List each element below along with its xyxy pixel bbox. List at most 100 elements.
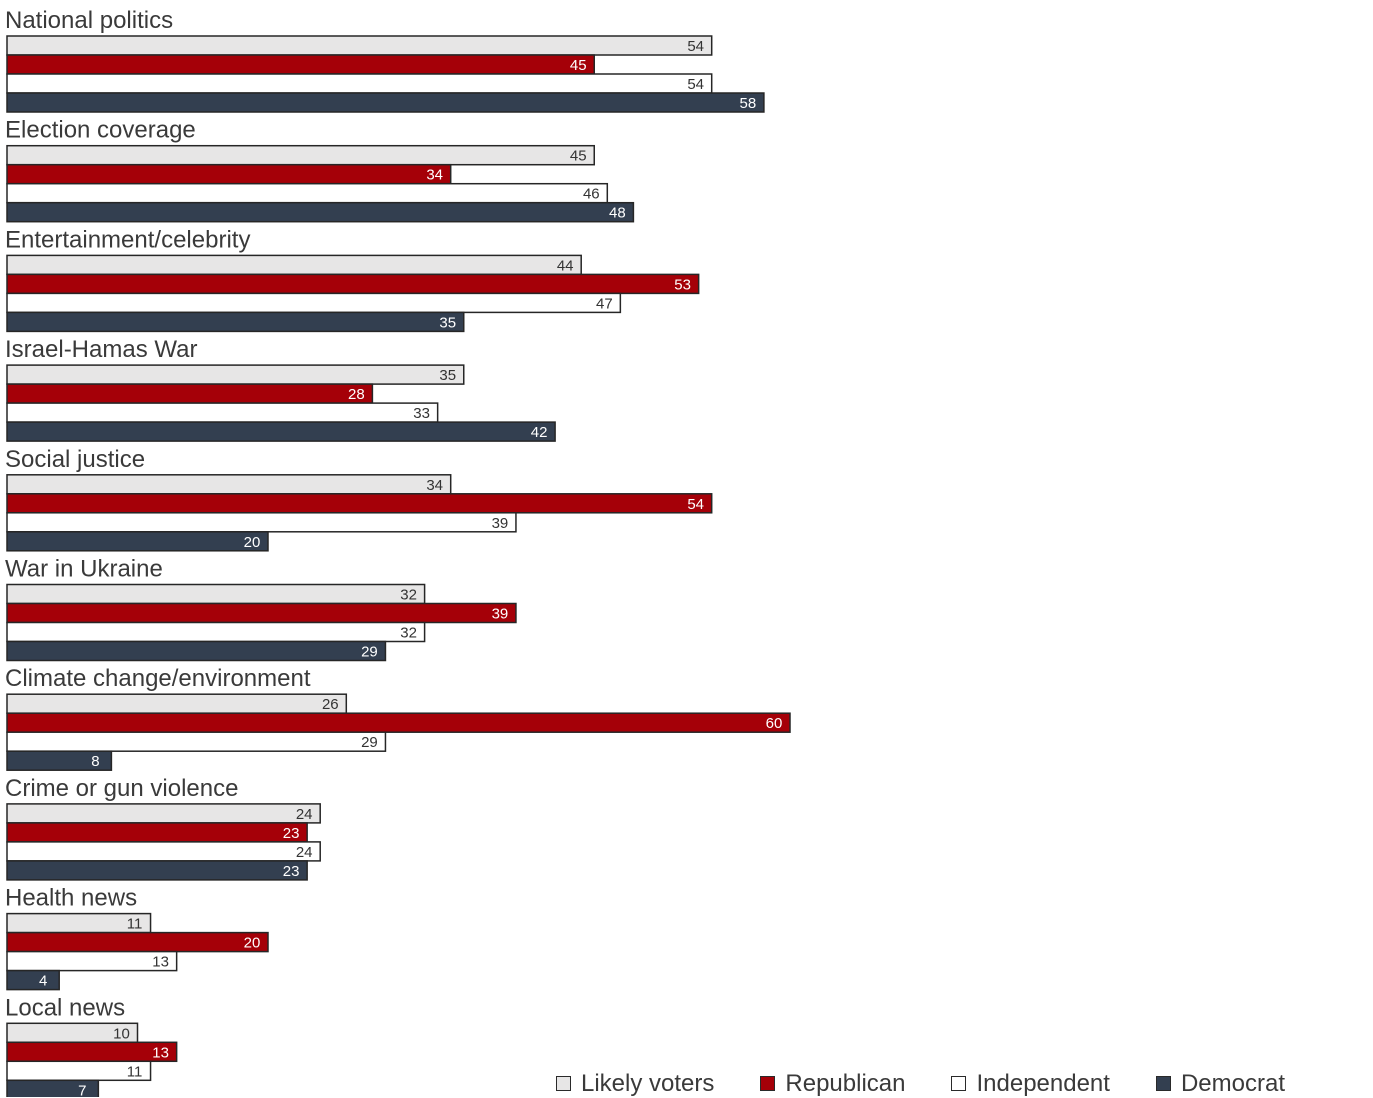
bar-value-label: 28	[348, 386, 365, 403]
bar-likely-voters	[6, 144, 595, 166]
bar-independent	[6, 292, 622, 314]
legend-item-democrat: Democrat	[1155, 1069, 1285, 1098]
bar-likely-voters	[6, 35, 713, 56]
bar-democrat	[6, 860, 308, 881]
bar-value-label: 60	[766, 715, 783, 732]
category-group-election-coverage: Election coverage 45 34 46 48	[5, 117, 635, 223]
bar-value-label: 45	[570, 148, 587, 165]
bar-likely-voters	[6, 474, 452, 495]
legend-item-likely-voters: Likely voters	[556, 1070, 714, 1098]
bar-value-label: 23	[283, 825, 300, 842]
bar-likely-voters	[6, 254, 582, 276]
bar-value-label: 20	[244, 534, 261, 551]
legend-swatch	[556, 1076, 571, 1091]
bar-democrat	[6, 92, 765, 113]
bar-value-label: 33	[413, 405, 430, 422]
bar-value-label: 54	[687, 496, 704, 513]
bar-value-label: 24	[296, 806, 313, 823]
bar-value-label: 32	[400, 587, 417, 604]
category-label: Health news	[5, 885, 137, 912]
bar-value-label: 7	[78, 1082, 86, 1097]
bar-independent	[6, 621, 426, 643]
bar-independent	[6, 950, 178, 972]
bar-value-label: 13	[152, 954, 169, 971]
bar-value-label: 35	[439, 314, 456, 331]
bar-likely-voters	[6, 803, 321, 824]
bar-democrat	[6, 1079, 100, 1097]
bar-value-label: 34	[426, 167, 443, 184]
bar-value-label: 45	[570, 57, 587, 74]
bar-value-label: 46	[583, 186, 600, 203]
bar-independent	[6, 512, 517, 533]
bar-democrat	[6, 750, 113, 771]
bar-value-label: 53	[674, 276, 691, 293]
legend-swatch	[1155, 1076, 1171, 1091]
bar-value-label: 39	[492, 515, 509, 532]
bar-republican	[6, 602, 517, 624]
bar-republican	[6, 493, 713, 514]
category-group-war-in-ukraine: War in Ukraine 32 39 32 29	[5, 556, 517, 662]
bar-value-label: 42	[531, 424, 548, 441]
bar-independent	[6, 731, 387, 752]
bar-value-label: 23	[283, 863, 300, 880]
legend-item-republican: Republican	[760, 1070, 905, 1098]
bar-republican	[6, 1041, 178, 1063]
bar-value-label: 26	[322, 696, 339, 713]
category-group-local-news: Local news 10 13 11 7	[5, 994, 178, 1097]
bar-value-label: 35	[439, 367, 456, 384]
legend-swatch	[760, 1076, 776, 1091]
bar-republican	[6, 383, 374, 404]
bar-republican	[6, 273, 700, 295]
bar-democrat	[6, 201, 635, 223]
category-label: Israel-Hamas War	[5, 336, 197, 363]
bar-value-label: 10	[113, 1025, 130, 1042]
bar-democrat	[6, 969, 60, 991]
bar-value-label: 47	[596, 295, 613, 312]
legend-label: Democrat	[1180, 1069, 1285, 1097]
category-label: Crime or gun violence	[5, 775, 238, 802]
bar-value-label: 39	[492, 606, 509, 623]
bar-value-label: 24	[296, 844, 313, 861]
category-label: Climate change/environment	[5, 665, 311, 692]
bar-value-label: 58	[740, 95, 757, 112]
bar-independent	[6, 182, 609, 204]
legend-swatch	[951, 1076, 967, 1091]
category-group-israel-hamas-war: Israel-Hamas War 35 28 33 42	[5, 336, 556, 442]
bar-republican	[6, 822, 308, 843]
bar-independent	[6, 402, 439, 423]
bar-likely-voters	[6, 583, 426, 605]
legend-label: Independent	[976, 1069, 1110, 1097]
category-label: War in Ukraine	[5, 556, 163, 583]
bar-value-label: 13	[152, 1044, 169, 1061]
bar-democrat	[6, 640, 387, 662]
legend: Likely voters Republican Independent Democr…	[556, 1070, 1285, 1097]
bar-independent	[6, 841, 321, 862]
bar-value-label: 8	[91, 753, 99, 770]
bar-value-label: 4	[39, 973, 47, 990]
category-group-health-news: Health news 11 20 13 4	[5, 885, 269, 991]
bar-value-label: 11	[127, 916, 143, 933]
bar-independent	[6, 73, 713, 94]
bar-value-label: 29	[361, 734, 378, 751]
bar-likely-voters	[6, 364, 465, 385]
legend-label: Likely voters	[581, 1069, 715, 1097]
bar-value-label: 20	[244, 935, 261, 952]
bar-republican	[6, 54, 595, 75]
category-group-social-justice: Social justice 34 54 39 20	[5, 446, 713, 552]
category-label: National politics	[5, 7, 173, 34]
bar-value-label: 32	[400, 625, 417, 642]
bar-likely-voters	[6, 693, 348, 714]
bar-value-label: 34	[426, 477, 443, 494]
legend-item-independent: Independent	[951, 1069, 1110, 1098]
bar-value-label: 48	[609, 205, 626, 222]
bar-republican	[6, 163, 452, 185]
category-group-entertainment-celebrity: Entertainment/celebrity 44 53 47 35	[5, 226, 700, 333]
bar-republican	[6, 712, 791, 733]
category-group-national-politics: National politics 54 45 54 58	[5, 7, 765, 113]
bar-value-label: 54	[687, 38, 704, 55]
category-label: Social justice	[5, 446, 145, 473]
category-group-crime-or-gun-violence: Crime or gun violence 24 23 24 23	[5, 775, 321, 881]
bar-republican	[6, 931, 269, 953]
